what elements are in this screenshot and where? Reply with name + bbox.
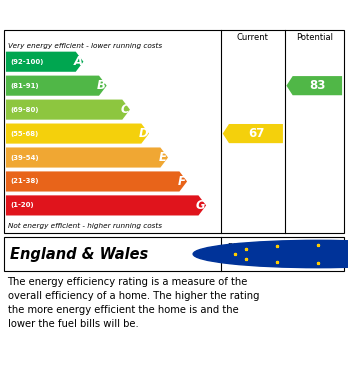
Polygon shape xyxy=(6,171,187,192)
Polygon shape xyxy=(6,75,107,96)
Text: (1-20): (1-20) xyxy=(10,203,34,208)
Text: EU Directive: EU Directive xyxy=(228,243,278,252)
Text: (92-100): (92-100) xyxy=(10,59,44,65)
Polygon shape xyxy=(6,52,84,72)
Text: The energy efficiency rating is a measure of the
overall efficiency of a home. T: The energy efficiency rating is a measur… xyxy=(8,276,259,328)
Text: D: D xyxy=(139,127,149,140)
Text: 67: 67 xyxy=(248,127,264,140)
Text: F: F xyxy=(178,175,186,188)
Text: (69-80): (69-80) xyxy=(10,107,39,113)
Polygon shape xyxy=(6,147,168,168)
Text: C: C xyxy=(120,103,129,116)
Polygon shape xyxy=(6,124,149,143)
Text: E: E xyxy=(159,151,167,164)
Text: Very energy efficient - lower running costs: Very energy efficient - lower running co… xyxy=(8,43,162,48)
Text: England & Wales: England & Wales xyxy=(10,246,149,262)
Polygon shape xyxy=(6,100,130,120)
Text: 83: 83 xyxy=(309,79,326,92)
Text: 2002/91/EC: 2002/91/EC xyxy=(228,256,275,265)
Text: (39-54): (39-54) xyxy=(10,154,39,161)
Text: (21-38): (21-38) xyxy=(10,178,39,185)
Text: B: B xyxy=(97,79,106,92)
Text: Energy Efficiency Rating: Energy Efficiency Rating xyxy=(73,7,275,22)
Text: (55-68): (55-68) xyxy=(10,131,38,136)
Text: Potential: Potential xyxy=(296,33,333,42)
Text: (81-91): (81-91) xyxy=(10,83,39,89)
Polygon shape xyxy=(223,124,283,143)
Text: A: A xyxy=(73,55,82,68)
Polygon shape xyxy=(286,76,342,95)
Text: G: G xyxy=(196,199,206,212)
Polygon shape xyxy=(6,196,206,215)
Circle shape xyxy=(193,240,348,268)
Text: Not energy efficient - higher running costs: Not energy efficient - higher running co… xyxy=(8,222,162,229)
Text: Current: Current xyxy=(237,33,269,42)
